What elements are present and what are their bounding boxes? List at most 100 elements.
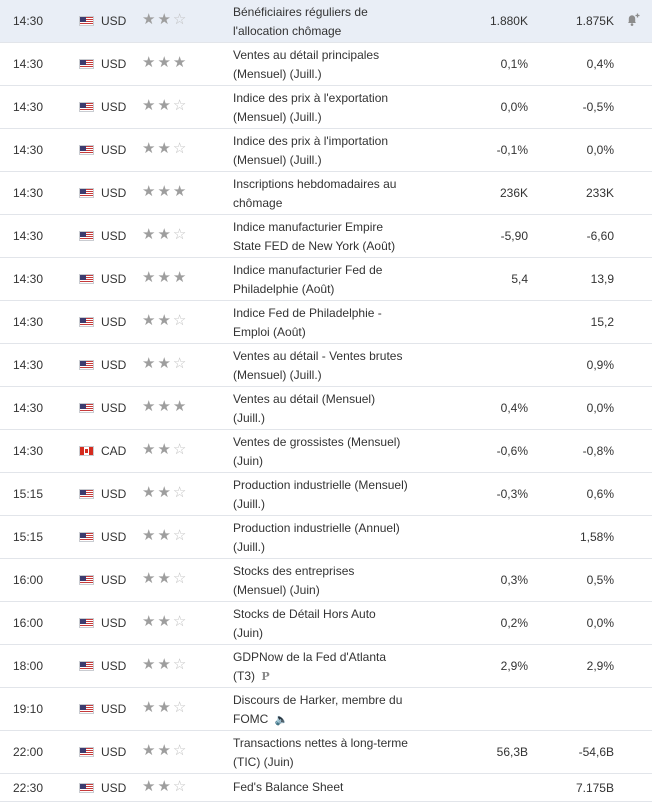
star-filled-icon: ★ <box>157 140 171 157</box>
event-name-link[interactable]: Transactions nettes à long-terme (TIC) (… <box>233 734 418 771</box>
star-filled-icon: ★ <box>142 527 156 544</box>
event-name-link[interactable]: Production industrielle (Annuel) (Juill.… <box>233 519 418 556</box>
star-filled-icon: ★ <box>142 570 156 587</box>
event-name-line1: Transactions nettes à long-terme <box>233 736 408 750</box>
event-name-link[interactable]: Indice des prix à l'importation (Mensuel… <box>233 132 418 169</box>
event-name-link[interactable]: Indice manufacturier Fed de Philadelphie… <box>233 261 418 298</box>
table-row[interactable]: 14:30 USD ★ ★ ★ Inscriptions hebdomadaires… <box>0 172 652 215</box>
event-name-line1: GDPNow de la Fed d'Atlanta <box>233 650 387 664</box>
event-name-link[interactable]: Production industrielle (Mensuel) (Juill… <box>233 476 418 513</box>
table-row[interactable]: 22:30 USD ★ ★ ☆ Fed's Balance Sheet 7.175B <box>0 774 652 802</box>
importance-stars: ★ ★ ☆ <box>142 778 186 796</box>
event-time: 22:30 <box>13 781 44 795</box>
event-name-link[interactable]: Discours de Harker, membre du FOMC 🔈 <box>233 691 418 729</box>
event-time: 14:30 <box>13 143 44 157</box>
importance-stars: ★ ★ ★ <box>142 54 186 72</box>
actual-value: 0,2% <box>500 616 528 630</box>
event-currency: USD <box>101 229 127 243</box>
star-filled-icon: ★ <box>142 398 156 415</box>
event-time: 14:30 <box>13 186 44 200</box>
event-name-link[interactable]: Indice des prix à l'exportation (Mensuel… <box>233 89 418 126</box>
table-row[interactable]: 14:30 CAD ★ ★ ☆ Ventes de grossistes (Mens… <box>0 430 652 473</box>
event-name-line1: Indice Fed de Philadelphie - <box>233 306 382 320</box>
table-row[interactable]: 14:30 USD ★ ★ ★ Ventes au détail principal… <box>0 43 652 86</box>
event-currency: USD <box>101 530 127 544</box>
event-name-line2: (Juin) <box>233 453 264 468</box>
event-name-link[interactable]: Fed's Balance Sheet <box>233 778 418 797</box>
forecast-value: 13,9 <box>590 272 614 286</box>
table-row[interactable]: 15:15 USD ★ ★ ☆ Production industrielle (M… <box>0 473 652 516</box>
table-row[interactable]: 16:00 USD ★ ★ ☆ Stocks de Détail Hors Auto… <box>0 602 652 645</box>
event-name-line2: (Juill.) <box>233 410 265 425</box>
table-row[interactable]: 14:30 USD ★ ★ ☆ Indice des prix à l'import… <box>0 129 652 172</box>
table-row[interactable]: 16:00 USD ★ ★ ☆ Stocks des entreprises (Me… <box>0 559 652 602</box>
event-name-link[interactable]: Ventes au détail (Mensuel) (Juill.) <box>233 390 418 427</box>
forecast-value: -0,5% <box>582 100 614 114</box>
us-flag-icon <box>79 661 94 671</box>
us-flag-icon <box>79 59 94 69</box>
star-filled-icon: ★ <box>157 54 171 71</box>
event-name-link[interactable]: Inscriptions hebdomadaires au chômage <box>233 175 418 212</box>
forecast-value: 0,6% <box>586 487 614 501</box>
event-name-line1: Ventes au détail - Ventes brutes <box>233 349 403 363</box>
event-time: 16:00 <box>13 616 44 630</box>
bell-plus-icon[interactable] <box>625 12 641 28</box>
table-row[interactable]: 14:30 USD ★ ★ ★ Ventes au détail (Mensuel)… <box>0 387 652 430</box>
event-name-link[interactable]: Stocks des entreprises (Mensuel) (Juin) <box>233 562 418 599</box>
star-filled-icon: ★ <box>142 613 156 630</box>
event-time: 14:30 <box>13 401 44 415</box>
star-filled-icon: ★ <box>142 656 156 673</box>
table-row[interactable]: 15:15 USD ★ ★ ☆ Production industrielle (A… <box>0 516 652 559</box>
importance-stars: ★ ★ ☆ <box>142 140 186 158</box>
event-name-line1: Production industrielle (Mensuel) <box>233 478 408 492</box>
star-filled-icon: ★ <box>157 183 171 200</box>
forecast-value: 2,9% <box>586 659 614 673</box>
table-row[interactable]: 22:00 USD ★ ★ ☆ Transactions nettes à long… <box>0 731 652 774</box>
table-row[interactable]: 19:10 USD ★ ★ ☆ Discours de Harker, membre… <box>0 688 652 731</box>
event-name-line2: (Juin) <box>233 625 264 640</box>
table-row[interactable]: 14:30 USD ★ ★ ☆ Bénéficiaires réguliers de… <box>0 0 652 43</box>
table-row[interactable]: 14:30 USD ★ ★ ★ Indice manufacturier Fed d… <box>0 258 652 301</box>
importance-stars: ★ ★ ☆ <box>142 441 186 459</box>
star-empty-icon: ☆ <box>172 656 187 673</box>
event-name-line2: Philadelphie (Août) <box>233 281 335 296</box>
event-currency: USD <box>101 745 127 759</box>
event-name-link[interactable]: Ventes de grossistes (Mensuel) (Juin) <box>233 433 418 470</box>
event-name-link[interactable]: Bénéficiaires réguliers de l'allocation … <box>233 3 418 40</box>
event-name-link[interactable]: GDPNow de la Fed d'Atlanta (T3) P <box>233 648 418 686</box>
table-row[interactable]: 14:30 USD ★ ★ ☆ Indice manufacturier Empir… <box>0 215 652 258</box>
event-name-line2: (Mensuel) (Juill.) <box>233 66 322 81</box>
star-filled-icon: ★ <box>142 97 156 114</box>
event-name-link[interactable]: Indice manufacturier Empire State FED de… <box>233 218 418 255</box>
table-row[interactable]: 18:00 USD ★ ★ ☆ GDPNow de la Fed d'Atlanta… <box>0 645 652 688</box>
event-name-link[interactable]: Stocks de Détail Hors Auto (Juin) <box>233 605 418 642</box>
star-filled-icon: ★ <box>142 269 156 286</box>
event-name-link[interactable]: Ventes au détail - Ventes brutes (Mensue… <box>233 347 418 384</box>
event-time: 18:00 <box>13 659 44 673</box>
event-name-line1: Indice des prix à l'importation <box>233 134 389 148</box>
event-time: 14:30 <box>13 272 44 286</box>
star-filled-icon: ★ <box>142 441 156 458</box>
table-row[interactable]: 14:30 USD ★ ★ ☆ Ventes au détail - Ventes … <box>0 344 652 387</box>
us-flag-icon <box>79 489 94 499</box>
event-name-line1: Bénéficiaires réguliers de <box>233 5 368 19</box>
event-time: 15:15 <box>13 530 44 544</box>
us-flag-icon <box>79 102 94 112</box>
event-name-link[interactable]: Indice Fed de Philadelphie - Emploi (Aoû… <box>233 304 418 341</box>
star-filled-icon: ★ <box>142 699 156 716</box>
star-empty-icon: ☆ <box>172 441 187 458</box>
event-name-line2: (Juill.) <box>233 496 265 511</box>
table-row[interactable]: 14:30 USD ★ ★ ☆ Indice Fed de Philadelphie… <box>0 301 652 344</box>
star-empty-icon: ☆ <box>172 570 187 587</box>
importance-stars: ★ ★ ☆ <box>142 484 186 502</box>
table-row[interactable]: 14:30 USD ★ ★ ☆ Indice des prix à l'export… <box>0 86 652 129</box>
importance-stars: ★ ★ ☆ <box>142 656 186 674</box>
event-name-link[interactable]: Ventes au détail principales (Mensuel) (… <box>233 46 418 83</box>
event-name-line1: Indice des prix à l'exportation <box>233 91 389 105</box>
us-flag-icon <box>79 317 94 327</box>
event-name-line1: Inscriptions hebdomadaires au <box>233 177 397 191</box>
actual-value: 1.880K <box>489 14 528 28</box>
importance-stars: ★ ★ ☆ <box>142 226 186 244</box>
actual-value: -0,6% <box>496 444 528 458</box>
star-empty-icon: ☆ <box>172 312 187 329</box>
